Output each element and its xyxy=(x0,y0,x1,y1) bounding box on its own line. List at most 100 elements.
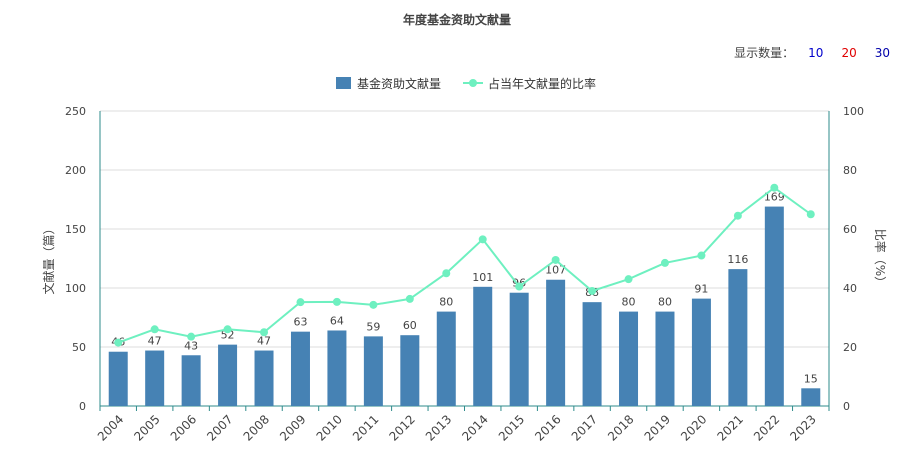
bar-2015 xyxy=(509,292,529,406)
ratio-point-2004 xyxy=(114,338,123,347)
bar-2022 xyxy=(764,206,784,406)
bar-value-label: 15 xyxy=(804,372,818,385)
ratio-point-2019 xyxy=(660,258,669,267)
ratio-point-2008 xyxy=(260,328,269,337)
bar-value-label: 91 xyxy=(694,283,708,296)
bar-2016 xyxy=(546,279,566,406)
bar-2021 xyxy=(728,269,748,406)
x-tick-label: 2007 xyxy=(204,412,235,443)
ratio-point-2016 xyxy=(551,255,560,264)
bar-2017 xyxy=(582,302,602,406)
ratio-point-2015 xyxy=(515,282,524,291)
bar-2019 xyxy=(655,311,675,406)
y2-tick-label: 60 xyxy=(843,223,857,236)
bar-value-label: 63 xyxy=(293,316,307,329)
x-tick-label: 2006 xyxy=(168,412,199,443)
x-tick-label: 2020 xyxy=(678,412,709,443)
bar-2023 xyxy=(801,388,821,406)
ratio-point-2018 xyxy=(624,275,633,284)
x-tick-label: 2005 xyxy=(131,412,162,443)
bar-value-label: 60 xyxy=(403,319,417,332)
y2-axis-title: 比率（%） xyxy=(873,229,888,288)
bar-2013 xyxy=(436,311,456,406)
ratio-point-2017 xyxy=(588,286,597,295)
ratio-point-2010 xyxy=(332,297,341,306)
x-tick-label: 2017 xyxy=(569,412,600,443)
bar-2008 xyxy=(254,350,274,406)
y2-tick-label: 0 xyxy=(843,400,850,413)
x-tick-label: 2021 xyxy=(714,412,745,443)
ratio-point-2014 xyxy=(478,235,487,244)
y2-tick-label: 20 xyxy=(843,341,857,354)
bar-2012 xyxy=(400,335,420,406)
y2-tick-label: 100 xyxy=(843,105,864,118)
x-tick-label: 2019 xyxy=(642,412,673,443)
display-count-option-20[interactable]: 20 xyxy=(841,45,857,60)
x-tick-label: 2011 xyxy=(350,412,381,443)
x-tick-label: 2015 xyxy=(496,412,527,443)
y-tick-label: 50 xyxy=(72,341,86,354)
ratio-line xyxy=(117,186,812,344)
ratio-point-2006 xyxy=(187,332,196,341)
ratio-point-2007 xyxy=(223,325,232,334)
bar-value-label: 47 xyxy=(148,335,162,348)
bar-value-label: 107 xyxy=(545,264,566,277)
ratio-point-2021 xyxy=(733,211,742,220)
display-count-label: 显示数量： xyxy=(734,46,795,60)
bar-2018 xyxy=(619,311,639,406)
bar-2006 xyxy=(181,355,201,406)
x-tick-label: 2004 xyxy=(95,412,126,443)
x-tick-label: 2009 xyxy=(277,412,308,443)
x-tick-label: 2014 xyxy=(459,412,490,443)
ratio-point-2005 xyxy=(150,325,159,334)
ratio-point-2011 xyxy=(369,300,378,309)
bar-value-label: 116 xyxy=(727,253,748,266)
x-tick-label: 2013 xyxy=(423,412,454,443)
bar-2007 xyxy=(218,344,238,406)
bar-value-label: 47 xyxy=(257,335,271,348)
bar-value-label: 80 xyxy=(622,296,636,309)
y2-tick-label: 40 xyxy=(843,282,857,295)
display-count-option-30[interactable]: 30 xyxy=(874,45,890,60)
bar-2014 xyxy=(473,286,493,406)
display-count-controls: 显示数量： 10 20 30 xyxy=(734,44,894,61)
y-axis-title: 文献量（篇） xyxy=(41,222,56,294)
ratio-point-2022 xyxy=(770,183,779,192)
bar-2005 xyxy=(145,350,165,406)
x-tick-label: 2022 xyxy=(751,412,782,443)
legend-label-bars: 基金资助文献量 xyxy=(357,76,441,91)
y-tick-label: 200 xyxy=(65,164,86,177)
x-tick-label: 2018 xyxy=(605,412,636,443)
legend-swatch-bars xyxy=(336,77,351,89)
bar-value-label: 43 xyxy=(184,339,198,352)
bar-value-label: 101 xyxy=(472,271,493,284)
bar-2010 xyxy=(327,330,347,406)
bar-value-label: 52 xyxy=(221,329,235,342)
ratio-point-2009 xyxy=(296,298,305,307)
chart-title: 年度基金资助文献量 xyxy=(402,13,511,27)
bar-value-label: 64 xyxy=(330,314,344,327)
y-tick-label: 0 xyxy=(79,400,86,413)
bar-value-label: 80 xyxy=(658,296,672,309)
bar-value-label: 80 xyxy=(439,296,453,309)
ratio-point-2013 xyxy=(442,269,451,278)
x-tick-label: 2016 xyxy=(532,412,563,443)
legend-swatch-line-dot xyxy=(469,79,477,87)
ratio-point-2012 xyxy=(405,294,414,303)
ratio-point-2023 xyxy=(806,210,815,219)
x-tick-label: 2023 xyxy=(787,412,818,443)
y-tick-label: 100 xyxy=(65,282,86,295)
x-tick-label: 2012 xyxy=(386,412,417,443)
legend-label-line: 占当年文献量的比率 xyxy=(488,76,596,91)
display-count-option-10[interactable]: 10 xyxy=(808,45,824,60)
x-tick-label: 2010 xyxy=(314,412,345,443)
x-tick-label: 2008 xyxy=(241,412,272,443)
bar-value-label: 169 xyxy=(764,191,785,204)
y-tick-label: 150 xyxy=(65,223,86,236)
bar-2009 xyxy=(290,331,310,406)
bar-2011 xyxy=(363,336,383,406)
bar-value-label: 59 xyxy=(366,320,380,333)
bar-2004 xyxy=(108,351,128,406)
ratio-point-2020 xyxy=(697,251,706,260)
